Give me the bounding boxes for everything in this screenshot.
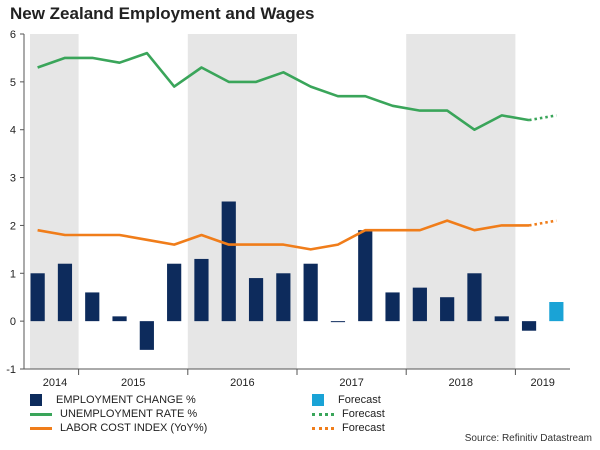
legend-forecast-bar-swatch	[312, 394, 324, 406]
unemployment-line	[37, 51, 530, 131]
legend-labor-swatch	[30, 426, 52, 430]
y-tick-label: 6	[10, 29, 16, 41]
employment-bar	[276, 273, 291, 322]
y-tick-label: 0	[10, 316, 16, 328]
unemployment-forecast-line	[528, 114, 557, 122]
employment-bar	[358, 230, 373, 322]
y-tick-label: 1	[10, 268, 16, 280]
employment-bar	[467, 273, 482, 322]
employment-bar	[194, 258, 209, 322]
employment-bar	[330, 321, 346, 323]
employment-bar	[412, 287, 427, 322]
employment-bar	[30, 273, 45, 322]
y-tick-label: 5	[10, 77, 16, 89]
legend-labor: LABOR COST INDEX (YoY%)	[30, 422, 207, 434]
x-year-label: 2016	[230, 377, 254, 389]
employment-bar	[85, 292, 100, 322]
y-tick-label: -1	[6, 364, 16, 376]
legend-forecast-bar: Forecast	[312, 394, 381, 406]
legend-forecast-bar-label: Forecast	[338, 394, 381, 406]
employment-bar	[167, 263, 182, 322]
employment-bar	[221, 201, 236, 322]
legend-employment-label: EMPLOYMENT CHANGE %	[56, 394, 196, 406]
legend-unemployment-label: UNEMPLOYMENT RATE %	[60, 408, 198, 420]
y-tick-label: 3	[10, 173, 16, 185]
chart-title: New Zealand Employment and Wages	[10, 4, 315, 23]
legend-forecast-unemployment: Forecast	[312, 408, 385, 420]
labor-cost-forecast-line	[528, 219, 557, 227]
legend-unemployment: UNEMPLOYMENT RATE %	[30, 408, 197, 420]
y-tick-label: 2	[10, 220, 16, 232]
x-year-label: 2014	[43, 377, 67, 389]
legend-forecast-unemployment-label: Forecast	[342, 408, 385, 420]
source-note: Source: Refinitiv Datastream	[464, 433, 592, 444]
employment-bar	[494, 316, 509, 322]
employment-bar	[248, 278, 264, 322]
x-year-label: 2017	[339, 377, 363, 389]
y-tick-label: 4	[10, 125, 16, 137]
legend-forecast-labor-label: Forecast	[342, 422, 385, 434]
employment-bar	[440, 297, 455, 322]
legend-forecast-labor: Forecast	[312, 422, 385, 434]
legend-unemployment-swatch	[30, 412, 52, 416]
legend-employment: EMPLOYMENT CHANGE %	[30, 394, 196, 406]
x-year-label: 2018	[449, 377, 473, 389]
labor-cost-line	[37, 219, 529, 251]
employment-bar	[139, 321, 154, 350]
forecast-bar	[549, 302, 564, 322]
x-year-label: 2015	[121, 377, 145, 389]
legend-employment-swatch	[30, 394, 42, 406]
employment-bar	[112, 316, 127, 322]
x-year-label: 2019	[530, 377, 554, 389]
legend-labor-label: LABOR COST INDEX (YoY%)	[60, 422, 208, 434]
employment-bar	[303, 263, 318, 322]
legend-forecast-labor-swatch	[312, 426, 334, 430]
legend-forecast-unemployment-swatch	[312, 412, 334, 416]
employment-bar	[57, 263, 73, 322]
employment-bar	[521, 321, 537, 331]
employment-bar	[385, 292, 400, 322]
